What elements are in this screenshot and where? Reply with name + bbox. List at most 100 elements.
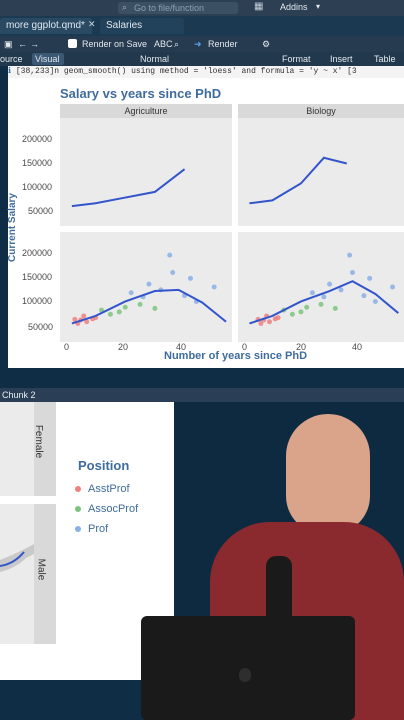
- chart-marks: [71, 156, 399, 326]
- save-icon[interactable]: ▣: [4, 39, 13, 49]
- data-point: [367, 275, 373, 281]
- data-point: [390, 284, 396, 290]
- data-point: [146, 281, 152, 287]
- render-button[interactable]: Render: [208, 39, 238, 49]
- legend-item: AsstProf: [75, 483, 130, 495]
- panel-top-right: [238, 118, 404, 226]
- normal-style-select[interactable]: Normal: [140, 54, 170, 64]
- data-point: [128, 290, 134, 296]
- grid-icon[interactable]: ▦: [254, 1, 264, 12]
- data-point: [318, 301, 324, 307]
- mini-smooth-line: [0, 544, 34, 572]
- laptop: [141, 616, 355, 720]
- smooth-line: [71, 168, 186, 208]
- legend-item: AssocProf: [75, 503, 139, 515]
- y-tick-label: 150000: [22, 272, 53, 282]
- render-arrow-icon[interactable]: ➜: [194, 39, 202, 49]
- faceted-chart: Salary vs years since PhD Agriculture Bi…: [7, 78, 404, 368]
- facet-strip-agriculture: Agriculture: [60, 104, 232, 118]
- legend-dot: [75, 506, 81, 512]
- close-icon[interactable]: ✕: [88, 19, 96, 29]
- x-tick-label: 0: [64, 342, 70, 352]
- format-menu[interactable]: Format: [282, 54, 311, 64]
- data-point: [81, 313, 87, 319]
- facet-row-label: Female: [33, 424, 45, 459]
- x-tick-label: 0: [242, 342, 248, 352]
- render-on-save-label: Render on Save: [82, 39, 148, 49]
- microphone: [266, 556, 292, 626]
- info-icon: ℹ: [8, 67, 16, 76]
- data-point: [137, 301, 143, 307]
- source-mode-button[interactable]: ource: [0, 54, 23, 64]
- x-tick-label: 20: [296, 342, 307, 352]
- visual-mode-button[interactable]: Visual: [32, 53, 64, 65]
- visual-editor-toolbar: ource Visual Normal Format Insert Table: [0, 52, 404, 66]
- data-point: [309, 290, 315, 296]
- panel-bottom-left: [60, 232, 232, 342]
- data-point: [304, 304, 310, 310]
- chevron-down-icon: ▾: [316, 2, 321, 11]
- legend-title: Position: [78, 458, 130, 473]
- y-tick-label: 200000: [22, 248, 53, 258]
- x-tick-label: 20: [118, 342, 129, 352]
- data-point: [289, 311, 295, 317]
- data-point: [361, 293, 367, 299]
- y-tick-label: 100000: [22, 296, 53, 306]
- presenter-head: [286, 414, 370, 534]
- data-point: [332, 305, 338, 311]
- chunk-output-bar: Chunk 2: [0, 388, 404, 402]
- render-on-save-checkbox[interactable]: [68, 39, 77, 48]
- visual-mode-label: Visual: [35, 54, 60, 64]
- data-point: [116, 309, 122, 315]
- data-point: [72, 316, 78, 322]
- top-bar: ⌕ Go to file/function ▦ Addins ▾: [0, 0, 404, 16]
- data-point: [372, 298, 378, 304]
- data-point: [349, 270, 355, 276]
- search-icon[interactable]: ⌕: [174, 39, 180, 49]
- addins-menu[interactable]: Addins: [280, 2, 308, 12]
- y-tick-label: 50000: [28, 206, 54, 216]
- y-tick-label: 150000: [22, 158, 53, 168]
- legend-label: AsstProf: [88, 483, 130, 495]
- search-input[interactable]: ⌕ Go to file/function: [118, 2, 238, 14]
- panel-bottom-right: [238, 232, 404, 342]
- insert-menu[interactable]: Insert: [330, 54, 353, 64]
- y-tick-label: 50000: [28, 322, 54, 332]
- data-point: [258, 320, 264, 326]
- tab-label: more ggplot.qmd*: [6, 20, 85, 31]
- data-point: [298, 309, 304, 315]
- facet-panel-female: [0, 402, 34, 496]
- back-arrow-icon[interactable]: ←: [18, 39, 27, 49]
- chunk-label: Chunk 2: [2, 390, 36, 400]
- facet-strip-female: Female: [33, 402, 56, 496]
- x-tick-label: 40: [352, 342, 363, 352]
- x-tick-label: 40: [176, 342, 187, 352]
- y-tick-label: 100000: [22, 182, 53, 192]
- gear-icon[interactable]: ⚙: [262, 39, 271, 49]
- data-point: [327, 281, 333, 287]
- editor-toolbar: ▣ ← → Render on Save ABC ⌕ ➜ Render ⚙: [0, 36, 404, 52]
- data-point: [347, 252, 353, 258]
- forward-arrow-icon[interactable]: →: [30, 39, 39, 49]
- console-message: ℹ [38,233]n geom_smooth() using method =…: [8, 66, 404, 78]
- facet-strip-biology: Biology: [238, 104, 404, 118]
- legend-label: AssocProf: [88, 503, 139, 515]
- legend-label: Prof: [88, 523, 109, 535]
- data-point: [170, 270, 176, 276]
- table-menu[interactable]: Table: [374, 54, 396, 64]
- data-point: [152, 305, 158, 311]
- data-point: [275, 315, 281, 321]
- apple-logo-icon: [239, 668, 251, 682]
- data-point: [338, 287, 344, 293]
- tab-salaries[interactable]: Salaries: [100, 18, 184, 34]
- console-message-text: [38,233]n geom_smooth() using method = '…: [15, 67, 357, 76]
- facet-panel-male: [0, 504, 34, 644]
- tab-more-ggplot[interactable]: more ggplot.qmd*: [0, 18, 92, 34]
- data-point: [187, 275, 193, 281]
- y-tick-label: 200000: [22, 134, 53, 144]
- smooth-line: [249, 156, 347, 205]
- spellcheck-icon[interactable]: ABC: [154, 39, 173, 49]
- tab-label: Salaries: [106, 20, 143, 31]
- smooth-line: [249, 280, 399, 325]
- data-point: [122, 304, 128, 310]
